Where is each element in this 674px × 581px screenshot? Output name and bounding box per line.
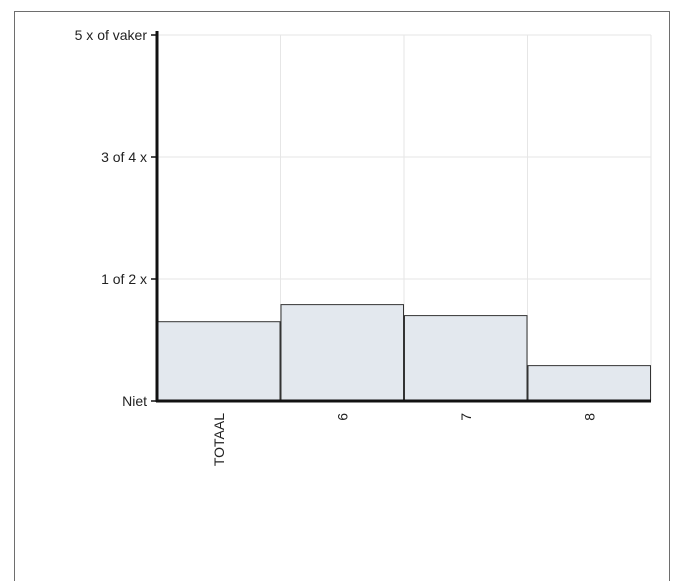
y-tick-label: 1 of 2 x [101, 271, 147, 287]
y-tick-label: 3 of 4 x [101, 149, 147, 165]
bar-7 [404, 315, 528, 402]
chart-frame [14, 11, 670, 581]
bar-totaal [157, 321, 281, 402]
x-tick-label: 7 [458, 413, 474, 421]
y-tick-label: Niet [122, 393, 147, 409]
bar-8 [527, 365, 651, 402]
x-tick-labels: TOTAAL 6 7 8 [211, 413, 598, 466]
y-tick-label: 5 x of vaker [75, 27, 148, 43]
axes [151, 31, 651, 403]
y-tick-labels: Niet 1 of 2 x 3 of 4 x 5 x of vaker [75, 27, 148, 409]
x-tick-label: 6 [334, 413, 350, 421]
x-tick-label: TOTAAL [211, 413, 227, 466]
bar-6 [280, 304, 404, 402]
x-tick-label: 8 [581, 413, 597, 421]
bars [157, 304, 651, 402]
